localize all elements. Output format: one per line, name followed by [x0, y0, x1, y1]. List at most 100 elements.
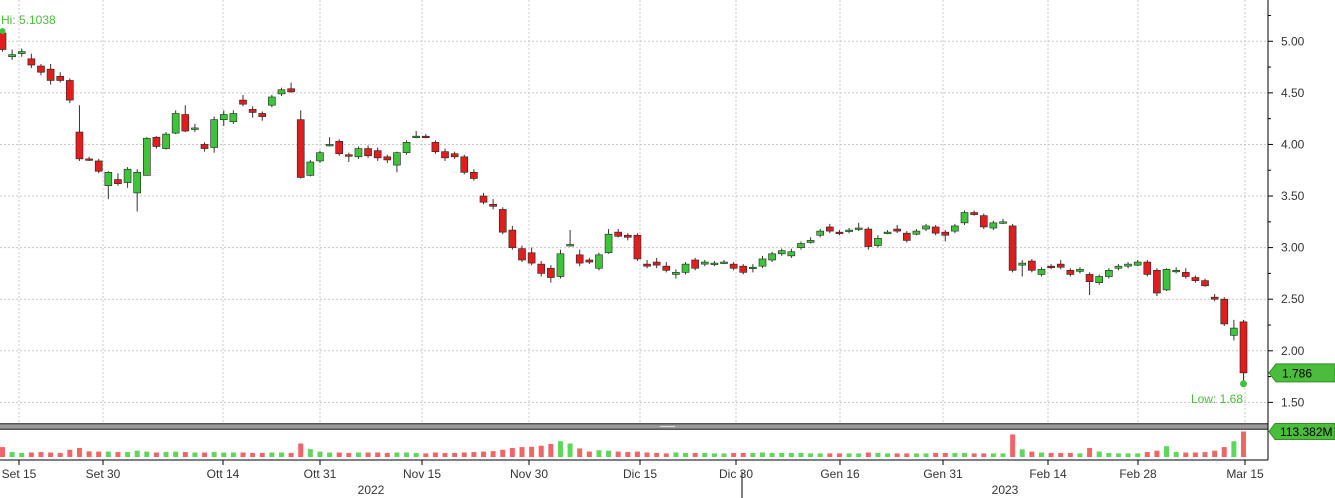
candle-body	[883, 231, 892, 234]
candle-body	[450, 153, 459, 158]
volume-bar	[1087, 448, 1093, 457]
volume-bar	[28, 452, 34, 457]
volume-bar	[962, 452, 968, 457]
volume-bar	[202, 452, 208, 457]
candle-body	[931, 226, 940, 234]
volume-bar	[557, 441, 563, 457]
candle-body	[268, 96, 276, 106]
volume-bar	[981, 453, 987, 457]
candle-body	[75, 131, 84, 160]
candle-body	[989, 222, 998, 229]
year-label-2023: 2023	[992, 483, 1019, 497]
candle-body	[133, 171, 141, 194]
volume-bar	[913, 453, 919, 457]
volume-bar	[836, 453, 842, 457]
volume-bar	[702, 452, 708, 457]
volume-bar	[240, 452, 246, 457]
candle-body	[85, 158, 93, 161]
time-tick-label: Gen 31	[923, 467, 963, 481]
candle-body	[922, 225, 930, 230]
volume-bar	[711, 453, 717, 457]
volume-bar	[933, 452, 939, 457]
volume-bar	[904, 453, 910, 457]
candle-body	[681, 263, 690, 273]
candle-body	[874, 238, 882, 246]
volume-bar	[692, 452, 698, 457]
candle-body	[383, 156, 392, 161]
candle-body	[104, 171, 113, 187]
candle-body	[316, 152, 324, 162]
candle-body	[575, 254, 584, 264]
volume-bar	[1115, 453, 1121, 457]
volume-bar	[500, 449, 506, 457]
volume-bar	[596, 450, 602, 457]
candle-body	[749, 266, 757, 270]
volume-bar	[96, 451, 102, 457]
candle-body	[1162, 268, 1171, 291]
grid-lines	[0, 0, 1268, 423]
low-marker	[1240, 380, 1247, 388]
volume-bar	[211, 452, 217, 457]
volume-bar	[9, 452, 15, 457]
volume-bar	[67, 449, 73, 457]
volume-bar	[355, 452, 361, 457]
candle-body	[345, 154, 353, 157]
volume-bar	[1077, 453, 1083, 457]
candle-body	[941, 231, 950, 236]
candle-body	[595, 254, 603, 269]
volume-bar	[952, 452, 958, 457]
candle-body	[854, 227, 863, 230]
candle-body	[999, 221, 1007, 224]
volume-bar	[827, 453, 833, 457]
volume-bar	[192, 452, 198, 457]
volume-bar	[134, 450, 140, 457]
candle-body	[835, 231, 844, 234]
volume-bar	[894, 453, 900, 457]
candle-body	[806, 240, 815, 243]
candle-body	[123, 168, 132, 183]
volume-bar	[856, 453, 862, 457]
candle-body	[412, 135, 420, 138]
candle-body	[1210, 296, 1219, 300]
candle-body	[662, 265, 671, 271]
time-tick-label: Feb 14	[1029, 467, 1067, 481]
candle-body	[672, 272, 680, 275]
candle-body	[1114, 265, 1123, 269]
time-tick-label: Nov 30	[510, 467, 548, 481]
volume-bar	[779, 452, 785, 457]
candle-body	[277, 89, 286, 95]
candle-body	[162, 133, 170, 149]
price-tick-label: 5.00	[1281, 34, 1305, 48]
volume-bar	[529, 446, 535, 457]
volume-bar	[509, 448, 515, 457]
candle-body	[335, 141, 344, 155]
candle-body	[585, 259, 594, 263]
candle-body	[566, 244, 574, 247]
volume-bar	[971, 453, 977, 457]
price-axis: 5.00 4.50 4.00 3.50 3.00 2.50 2.00 1.50	[1268, 14, 1305, 409]
candle-body	[393, 152, 401, 166]
volume-bar	[404, 452, 410, 457]
candle-body	[527, 252, 536, 264]
candle-body	[1008, 225, 1017, 271]
volume-bar	[1202, 452, 1208, 457]
volume-bar	[461, 452, 467, 457]
volume-bar	[990, 453, 996, 457]
candle-body	[239, 99, 247, 105]
volume-bar	[1241, 431, 1246, 457]
volume-bar	[1125, 453, 1131, 457]
volume-bar	[519, 447, 525, 457]
candle-body	[143, 137, 151, 176]
volume-bar	[1192, 452, 1198, 457]
volume-bar	[105, 451, 111, 457]
volume-bar	[375, 452, 381, 457]
volume-bar	[846, 453, 852, 457]
candle-body	[1153, 270, 1161, 294]
candle-body	[479, 195, 488, 203]
candle-body	[8, 54, 16, 58]
volume-bar	[577, 448, 583, 457]
candle-body	[114, 179, 122, 184]
candle-body	[219, 114, 228, 120]
candle-body	[27, 58, 36, 66]
candle-body	[1191, 277, 1200, 281]
